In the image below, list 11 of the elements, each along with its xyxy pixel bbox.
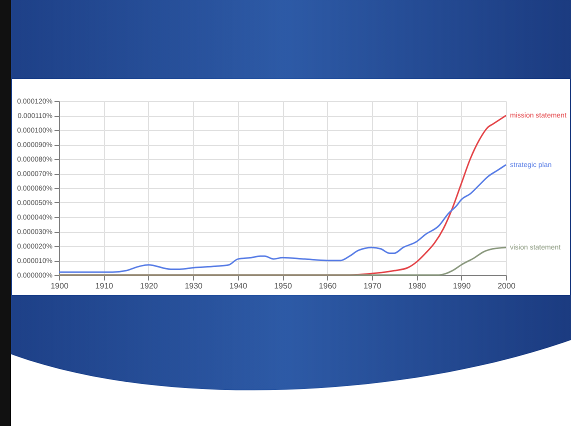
x-tick-label: 1990: [452, 282, 472, 290]
x-tick-label: 1950: [274, 282, 292, 290]
x-tick-label: 1900: [50, 282, 69, 290]
x-tick-label: 1970: [364, 282, 382, 290]
x-tick-label: 1930: [184, 282, 204, 290]
x-tick-label: 2000: [498, 282, 516, 290]
x-tick-label: 1960: [318, 282, 338, 290]
x-tick-label: 1980: [408, 282, 427, 290]
x-tick-label: 1910: [95, 282, 114, 290]
x-tick-label: 1940: [229, 282, 248, 290]
x-tick-label: 1920: [140, 282, 158, 290]
